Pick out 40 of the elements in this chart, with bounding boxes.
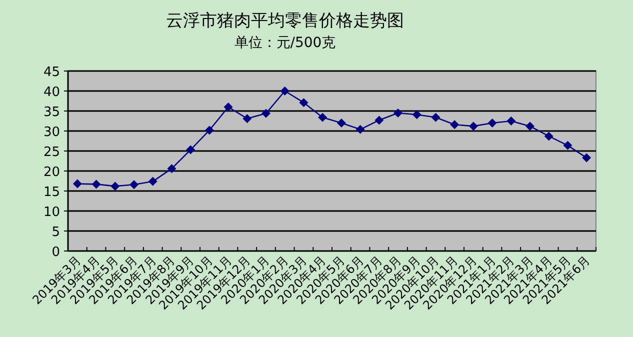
point: [394, 108, 402, 118]
point: [374, 116, 384, 125]
point: [563, 140, 572, 150]
point: [318, 112, 328, 122]
y-tick-label: 0: [52, 245, 60, 260]
point: [299, 98, 308, 108]
point: [110, 182, 120, 191]
point: [431, 112, 440, 122]
point: [488, 118, 497, 128]
point: [224, 102, 233, 112]
chart-subtitle: 单位：元/500克: [234, 35, 336, 51]
y-tick-label: 25: [43, 145, 60, 160]
point: [167, 164, 176, 174]
y-tick-label: 45: [43, 65, 60, 80]
point: [186, 145, 196, 154]
y-tick-label: 30: [43, 125, 60, 140]
point: [336, 118, 346, 128]
point: [262, 108, 270, 118]
y-tick-label: 40: [43, 85, 60, 100]
point: [526, 122, 534, 131]
point: [204, 126, 214, 135]
y-tick-label: 10: [43, 205, 60, 220]
y-tick-label: 5: [52, 225, 60, 240]
chart-title: 云浮市猪肉平均零售价格走势图: [166, 11, 404, 31]
y-tick-label: 15: [43, 185, 60, 200]
point: [582, 153, 592, 162]
point: [148, 176, 158, 186]
y-tick-label: 35: [43, 105, 60, 120]
point: [506, 116, 516, 126]
point: [412, 110, 422, 120]
point: [242, 114, 252, 124]
point: [544, 132, 554, 141]
point: [356, 124, 365, 134]
point: [130, 180, 138, 190]
point: [72, 179, 82, 188]
y-tick-label: 20: [43, 165, 60, 180]
point: [450, 120, 460, 130]
point: [280, 86, 290, 96]
point: [92, 180, 101, 189]
point: [468, 122, 478, 131]
